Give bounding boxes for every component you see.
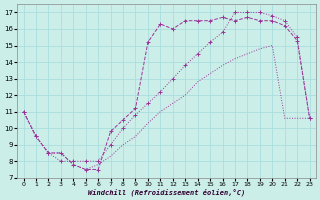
X-axis label: Windchill (Refroidissement éolien,°C): Windchill (Refroidissement éolien,°C) — [88, 188, 245, 196]
